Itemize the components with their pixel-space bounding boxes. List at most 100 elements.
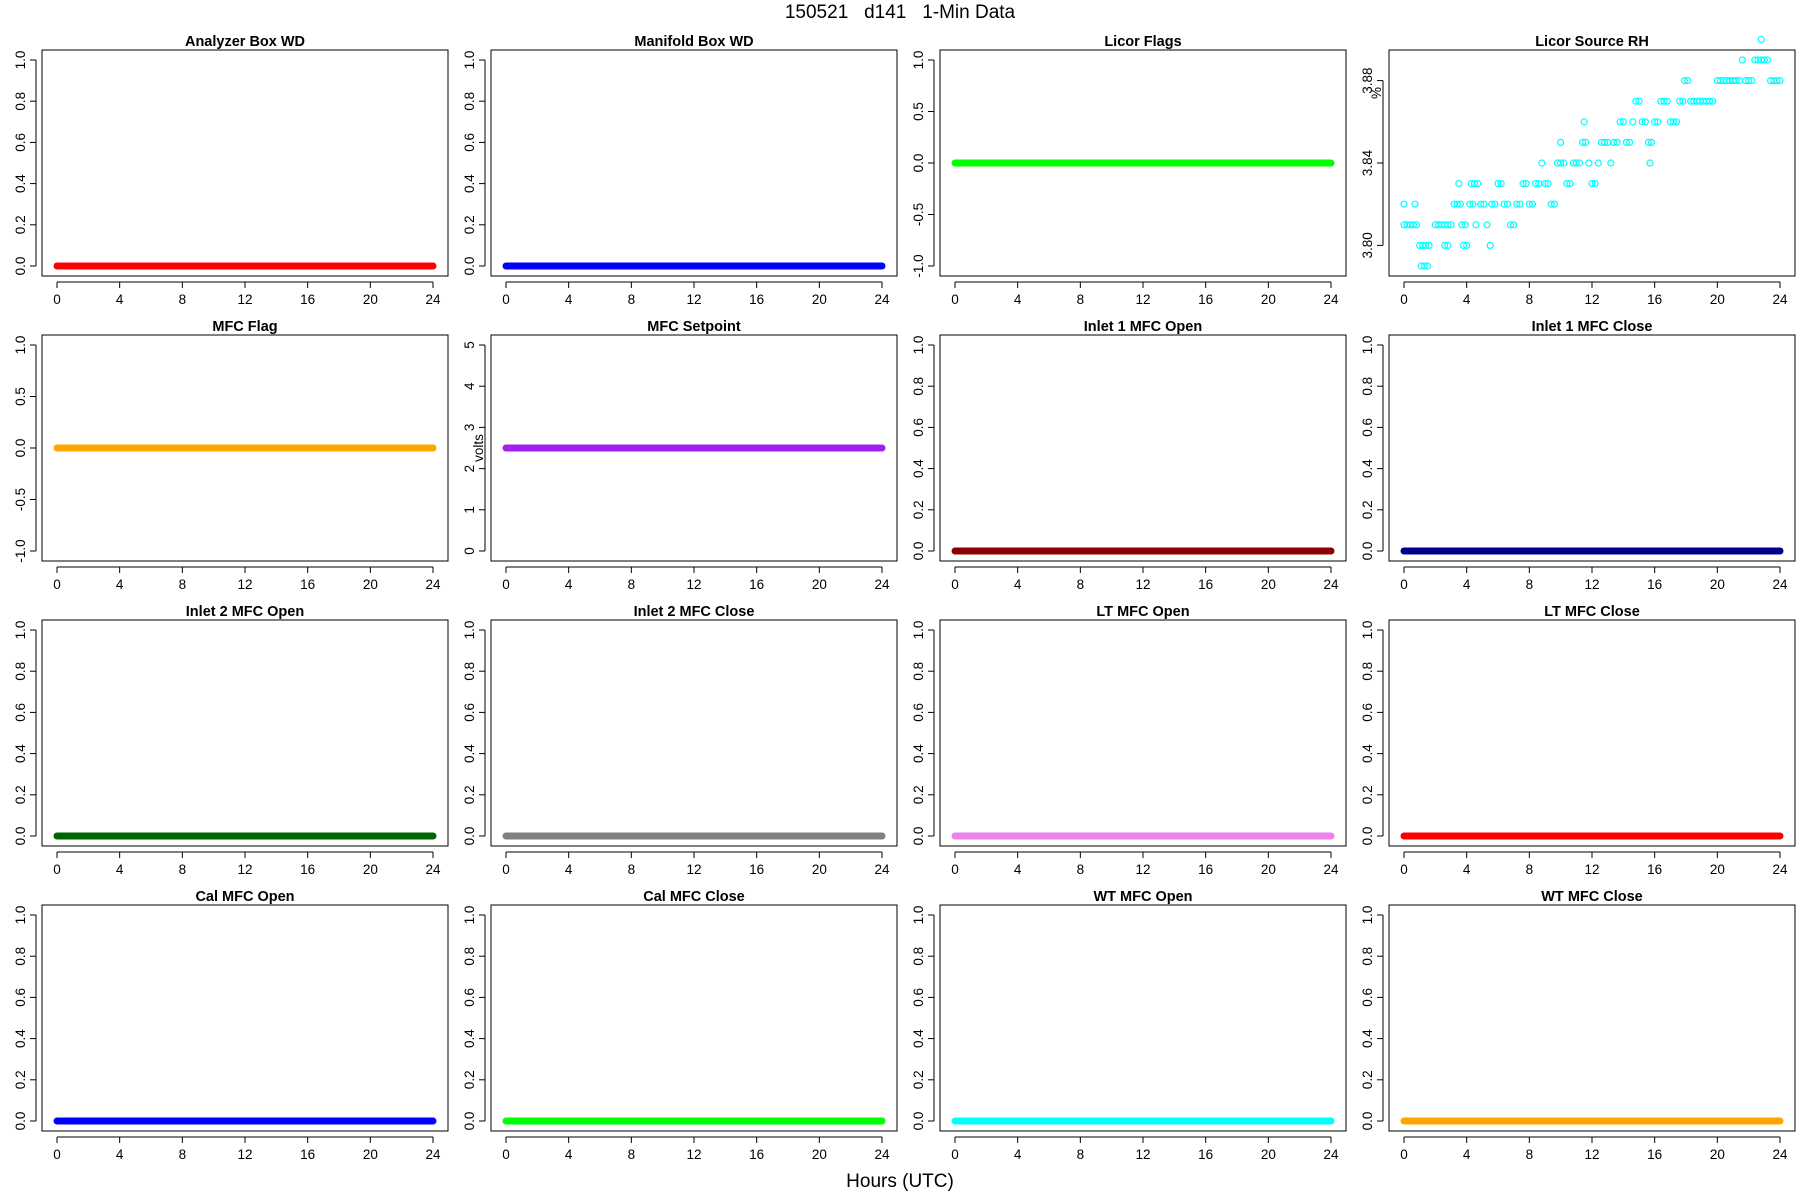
y-tick-label: 0.6 xyxy=(462,988,477,1007)
plot-frame xyxy=(490,904,898,1132)
data-point xyxy=(1582,138,1590,146)
y-tick-label: 0.0 xyxy=(13,439,28,458)
data-point xyxy=(1591,180,1599,188)
data-point xyxy=(1456,200,1465,208)
y-tick-label: 1.0 xyxy=(1360,336,1375,355)
data-point xyxy=(1669,118,1678,126)
x-tick-label: 20 xyxy=(1261,1147,1276,1162)
data-point xyxy=(1547,200,1555,208)
x-tick-label: 12 xyxy=(237,1147,252,1162)
chart-panel-1: Analyzer Box WD0 4 8 12 16 20 240.00.20.40.60.… xyxy=(13,34,449,307)
x-tick-label: 0 xyxy=(1400,862,1408,877)
data-point xyxy=(1594,159,1602,167)
y-tick-label: 0.0 xyxy=(911,542,926,561)
panel-title: LT MFC Open xyxy=(1096,604,1189,620)
plot-frame xyxy=(939,619,1347,847)
y-axis: 0 1 2 3 4 5 xyxy=(462,341,486,555)
data-point xyxy=(1441,241,1449,249)
x-tick-label: 16 xyxy=(749,1147,764,1162)
y-tick-label: 0.2 xyxy=(911,785,926,804)
x-tick-label: 0 xyxy=(53,862,61,877)
data-point xyxy=(1578,138,1587,146)
x-tick-label: 4 xyxy=(565,862,573,877)
data-point xyxy=(1588,180,1596,188)
x-tick-label: 24 xyxy=(425,577,441,592)
data-point xyxy=(1409,221,1418,229)
x-tick-label: 20 xyxy=(363,1147,378,1162)
data-point xyxy=(1453,200,1461,208)
x-tick-label: 16 xyxy=(1198,862,1213,877)
data-point xyxy=(1745,76,1753,85)
x-tick-label: 8 xyxy=(628,292,636,307)
y-tick-label: 0.8 xyxy=(911,662,926,681)
data-point xyxy=(1610,138,1618,146)
data-point xyxy=(1510,221,1518,229)
data-point xyxy=(1411,200,1419,208)
panel-title: Inlet 1 MFC Close xyxy=(1532,319,1653,335)
data-point xyxy=(1477,200,1485,208)
chart-panel-4: Licor Source RH 0 4 8 12 16 20 24 3.80 3.84 3.88% xyxy=(1360,34,1796,307)
x-tick-label: 16 xyxy=(1647,577,1662,592)
x-tick-label: 0 xyxy=(951,1147,959,1162)
y-tick-label: 0.4 xyxy=(13,744,28,763)
y-tick-label: 1.0 xyxy=(462,621,477,640)
x-tick-label: 12 xyxy=(1135,862,1150,877)
y-tick-label: 0.8 xyxy=(911,377,926,396)
y-tick-label: 0 xyxy=(462,547,477,555)
x-tick-label: 24 xyxy=(1772,1147,1788,1162)
x-tick-label: 4 xyxy=(116,577,124,592)
x-tick-label: 8 xyxy=(179,862,187,877)
plot-frame xyxy=(1388,619,1796,847)
y-axis: 0.0 0.2 0.4 0.6 0.8 1.0 xyxy=(462,906,486,1130)
y-tick-label: 0.6 xyxy=(462,133,477,152)
y-tick-label: 1.0 xyxy=(13,336,28,355)
x-tick-label: 8 xyxy=(179,1147,187,1162)
plot-frame xyxy=(490,49,898,277)
y-tick-label: 0.8 xyxy=(13,92,28,111)
y-tick-label: 0.6 xyxy=(911,988,926,1007)
y-tick-label: 0.5 xyxy=(911,102,926,121)
y-tick-label: 0.0 xyxy=(13,257,28,276)
x-axis: 0 4 8 12 16 20 24 xyxy=(502,566,890,592)
data-point xyxy=(1625,138,1634,146)
x-tick-label: 8 xyxy=(1077,862,1085,877)
x-tick-label: 12 xyxy=(1584,292,1599,307)
data-point xyxy=(1423,262,1432,270)
y-axis-label: volts xyxy=(471,434,486,462)
x-axis-label: Hours (UTC) xyxy=(846,1171,954,1192)
y-tick-label: 1.0 xyxy=(462,51,477,70)
x-tick-label: 4 xyxy=(1463,862,1471,877)
data-point xyxy=(1566,180,1574,188)
data-point xyxy=(1494,180,1502,188)
chart-panel-3: Licor Flags 0 4 8 12 16 20 24 -1.0 -0.5 0.0 0.5 1.0 xyxy=(911,34,1347,307)
x-axis: 0 4 8 12 16 20 24 xyxy=(53,851,441,877)
data-point xyxy=(1738,56,1747,64)
data-point xyxy=(1646,159,1654,167)
data-point xyxy=(1776,76,1784,85)
data-point xyxy=(1480,200,1488,208)
x-tick-label: 0 xyxy=(53,292,61,307)
y-tick-label: -1.0 xyxy=(13,539,28,562)
plot-frame xyxy=(1388,904,1796,1132)
y-tick-label: 0.0 xyxy=(911,154,926,173)
x-tick-label: 24 xyxy=(1772,577,1788,592)
x-tick-label: 8 xyxy=(179,577,187,592)
y-tick-label: 0.2 xyxy=(1360,1070,1375,1089)
data-point xyxy=(1563,180,1571,188)
x-tick-label: 16 xyxy=(1647,862,1662,877)
x-axis: 0 4 8 12 16 20 24 xyxy=(951,566,1339,592)
y-tick-label: 0.0 xyxy=(462,257,477,276)
x-tick-label: 0 xyxy=(1400,292,1408,307)
data-point xyxy=(1519,180,1527,188)
y-tick-label: 1.0 xyxy=(13,906,28,925)
data-point xyxy=(1491,200,1499,208)
data-point xyxy=(1525,200,1533,208)
data-point xyxy=(1466,200,1474,208)
data-point xyxy=(1513,200,1521,208)
y-tick-label: 0.4 xyxy=(462,174,477,193)
x-tick-label: 20 xyxy=(363,292,378,307)
x-tick-label: 24 xyxy=(1772,862,1788,877)
chart-panel-14: Cal MFC Close 0 4 8 12 16 20 24 0.0 0.2 0.4 0.6 0.8 1… xyxy=(462,889,898,1162)
panel-title: MFC Flag xyxy=(212,319,277,335)
